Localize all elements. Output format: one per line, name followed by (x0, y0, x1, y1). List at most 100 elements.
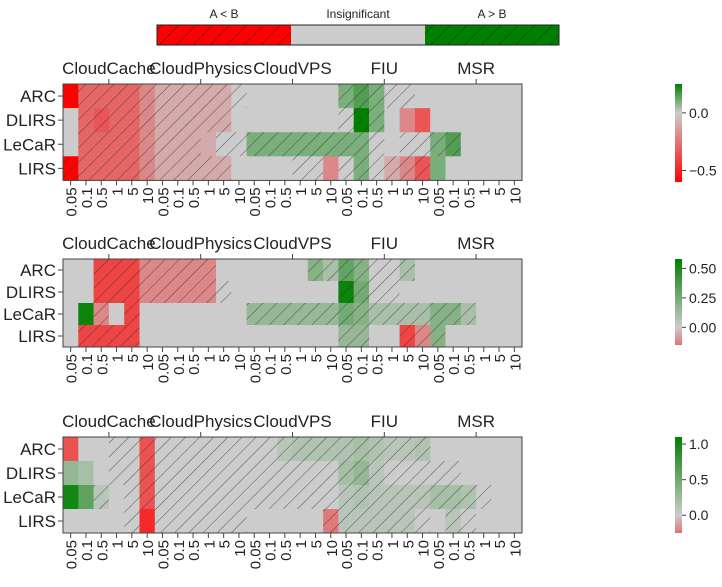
heatmap-cell (277, 108, 293, 133)
heatmap-cell-hatch (353, 108, 370, 133)
colorbar-tick-label: 0.0 (689, 105, 709, 121)
col-label: 0.05 (155, 540, 172, 569)
heatmap-cell-hatch (384, 461, 400, 486)
heatmap-cell (246, 156, 263, 181)
heatmap-cell-hatch (460, 485, 477, 510)
heatmap-cell-hatch (185, 437, 201, 462)
colorbar-tick-label: 0.50 (689, 260, 716, 276)
heatmap-cell-hatch (108, 437, 125, 462)
heatmap-cell (139, 509, 156, 534)
col-label: 0.1 (171, 540, 188, 561)
heatmap-cell-hatch (170, 281, 186, 304)
heatmap-cell-hatch (338, 84, 354, 109)
heatmap-cell (216, 325, 232, 348)
heatmap-cell-hatch (216, 132, 232, 157)
heatmap-cell-hatch (108, 281, 125, 304)
heatmap-cell-hatch (108, 108, 125, 133)
heatmap-cell (108, 509, 125, 534)
heatmap-cell-hatch (170, 259, 186, 282)
col-label: 5 (125, 354, 142, 362)
heatmap-cell-hatch (139, 485, 156, 510)
legend-border (156, 24, 560, 46)
heatmap-cell (430, 156, 446, 181)
heatmap-cell (78, 437, 94, 462)
heatmap-cell (261, 509, 278, 534)
heatmap-cell (231, 259, 247, 282)
heatmap-cell (506, 509, 523, 534)
heatmap-cell (246, 84, 263, 109)
heatmap-cell-hatch (216, 509, 232, 534)
heatmap-cell (246, 108, 263, 133)
heatmap-cell-hatch (124, 461, 140, 486)
heatmap-cell (200, 132, 217, 157)
heatmap-cell (63, 461, 79, 486)
col-label: 0.1 (263, 354, 280, 375)
heatmap-cell-hatch (292, 303, 309, 326)
heatmap-cell-hatch (154, 84, 171, 109)
col-label: 5 (492, 540, 509, 548)
heatmap-cell (445, 84, 462, 109)
heatmap-cell (292, 259, 309, 282)
heatmap-cell (414, 84, 431, 109)
heatmap-cell (414, 259, 431, 282)
heatmap-cell-hatch (430, 303, 446, 326)
legend-label: A > B (477, 7, 506, 21)
heatmap-cell-hatch (277, 461, 293, 486)
heatmap-cell (445, 259, 462, 282)
heatmap-cell-hatch (399, 437, 416, 462)
heatmap-cell (78, 461, 94, 486)
col-label: 1 (385, 187, 402, 195)
heatmap-cell-hatch (277, 303, 293, 326)
heatmap-cell (63, 437, 79, 462)
col-label: 0.1 (79, 187, 96, 208)
col-label: 0.5 (278, 540, 295, 561)
heatmap-cell-hatch (430, 461, 446, 486)
heatmap-cell (491, 437, 507, 462)
heatmap-cell-hatch (108, 84, 125, 109)
heatmap-cell-hatch (216, 156, 232, 181)
heatmap-cell-hatch (323, 509, 339, 534)
heatmap-cell-hatch (369, 437, 385, 462)
col-label: 10 (324, 354, 341, 371)
group-label: FIU (371, 234, 398, 253)
heatmap-cell (460, 437, 477, 462)
col-label: 5 (217, 540, 234, 548)
heatmap-cell-hatch (414, 303, 431, 326)
group-label: CloudPhysics (149, 412, 252, 431)
col-label: 1 (477, 187, 494, 195)
heatmap-cell (307, 84, 324, 109)
heatmap-cell-hatch (476, 485, 492, 510)
heatmap-cell (63, 281, 79, 304)
col-label: 0.05 (431, 187, 448, 216)
col-label: 0.1 (171, 354, 188, 375)
heatmap-cell-hatch (261, 303, 278, 326)
heatmap-cell (430, 281, 446, 304)
heatmap-panels: ARCDLIRSLeCaRLIRS0.050.10.515100.050.10.… (3, 59, 717, 569)
heatmap-cell (460, 156, 477, 181)
heatmap-cell-hatch (445, 461, 462, 486)
heatmap-cell-hatch (139, 461, 156, 486)
heatmap-cell-hatch (139, 108, 156, 133)
heatmap-cell-hatch (124, 303, 140, 326)
heatmap-cell-hatch (399, 303, 416, 326)
heatmap-cell (430, 84, 446, 109)
heatmap-cell (384, 132, 400, 157)
heatmap-cell (491, 509, 507, 534)
heatmap-cell-hatch (139, 156, 156, 181)
heatmap-cell (261, 281, 278, 304)
heatmap-cell-hatch (261, 485, 278, 510)
heatmap-cell-hatch (154, 509, 171, 534)
legend-label: Insignificant (326, 7, 390, 21)
heatmap-cell-hatch (338, 156, 354, 181)
heatmap-cell-hatch (170, 132, 186, 157)
heatmap-cell (170, 303, 186, 326)
heatmap-cell (78, 281, 94, 304)
heatmap-cell-hatch (369, 303, 385, 326)
heatmap-cell-hatch (323, 461, 339, 486)
group-label: CloudPhysics (149, 59, 252, 78)
heatmap-cell (78, 303, 94, 326)
col-label: 0.05 (339, 354, 356, 383)
heatmap-cell-hatch (216, 485, 232, 510)
heatmap-cell-hatch (216, 84, 232, 109)
